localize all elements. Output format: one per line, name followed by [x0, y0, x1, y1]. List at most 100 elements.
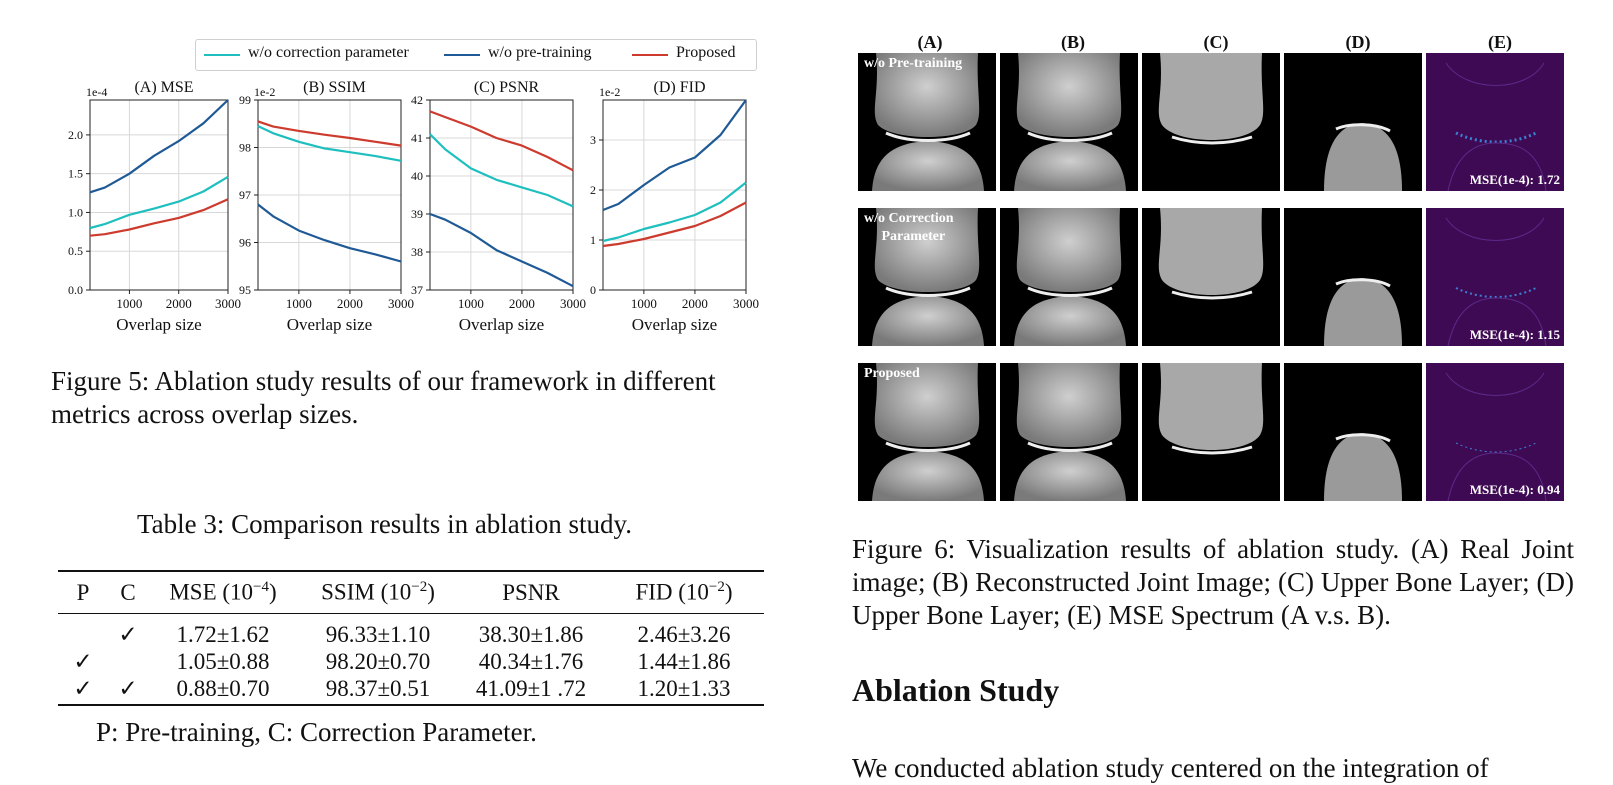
y-tick-label: 1 [590, 233, 596, 247]
col-header-p: P [76, 579, 90, 605]
x-tick-label: 2000 [682, 296, 708, 311]
y-tick-label: 95 [239, 283, 251, 297]
scale-note: 1e-2 [599, 85, 620, 99]
x-tick-label: 1000 [286, 296, 312, 311]
series-line-w-o-pre-training [429, 212, 574, 288]
y-tick-label: 99 [239, 93, 251, 107]
y-tick-label: 2.0 [68, 128, 83, 142]
y-tick-label: 37 [411, 283, 423, 297]
table3-bottom-rule [58, 704, 764, 706]
mse-label: MSE(1e-4): 1.72 [1469, 172, 1560, 187]
series-line-proposed [429, 110, 574, 172]
xray-image: MSE(1e-4): 1.72 [1426, 53, 1564, 191]
col-label-a: (A) [917, 32, 943, 52]
legend-label-2: w/o pre-training [488, 44, 592, 61]
y-tick-label: 41 [411, 131, 423, 145]
table-row: ✓ 1.05±0.88 98.20±0.70 40.34±1.76 1.44±1… [73, 648, 731, 674]
y-tick-label: 38 [411, 245, 423, 259]
xray-image [1142, 363, 1280, 501]
series-line-w-o-correction-parameter [89, 175, 229, 230]
table3-mid-rule [58, 613, 764, 614]
scale-note: 1e-4 [86, 85, 107, 99]
series-line-w-o-correction-parameter [257, 125, 402, 162]
row-label: Proposed [864, 366, 920, 381]
x-tick-label: 1000 [458, 296, 484, 311]
legend-label-3: Proposed [676, 44, 736, 61]
x-tick-label: 3000 [215, 296, 241, 311]
chart-frame [89, 99, 229, 291]
col-label-b: (B) [1061, 32, 1085, 52]
scale-note: 1e-2 [254, 85, 275, 99]
y-tick-label: 2 [590, 183, 596, 197]
series-line-proposed [602, 201, 747, 248]
xray-image [1000, 53, 1138, 191]
table-row: ✓ 1.72±1.62 96.33±1.10 38.30±1.86 2.46±3… [118, 621, 731, 647]
series-line-w-o-correction-parameter [429, 133, 574, 208]
fig5-caption: Figure 5: Ablation study results of our … [51, 366, 716, 429]
x-tick-label: 1000 [116, 296, 142, 311]
table3-title: Table 3: Comparison results in ablation … [137, 509, 633, 539]
col-label-e: (E) [1488, 32, 1512, 52]
x-axis-label: Overlap size [287, 315, 372, 334]
series-line-w-o-pre-training [89, 99, 229, 194]
y-tick-label: 96 [239, 236, 251, 250]
x-tick-label: 3000 [733, 296, 759, 311]
y-tick-label: 1.0 [68, 205, 83, 219]
y-tick-label: 0 [590, 283, 596, 297]
x-tick-label: 3000 [388, 296, 414, 311]
legend-line-1 [204, 54, 240, 56]
chart-frame [602, 99, 747, 291]
y-tick-label: 42 [411, 93, 423, 107]
y-tick-label: 1.5 [68, 167, 83, 181]
row-label: w/o Pre-training [864, 56, 963, 71]
xray-image [1000, 208, 1138, 346]
x-tick-label: 2000 [166, 296, 192, 311]
col-header-ssim: SSIM (10−2) [321, 579, 435, 605]
xray-image [1284, 363, 1422, 501]
y-tick-label: 0.5 [68, 244, 83, 258]
section-body: We conducted ablation study centered on … [852, 753, 1489, 783]
chart-frame [257, 99, 402, 291]
xray-image [1000, 363, 1138, 501]
xray-image: w/o Pre-training [858, 53, 996, 191]
xray-image [1142, 53, 1280, 191]
legend-line-3 [632, 54, 668, 56]
table3-top-rule [58, 570, 764, 572]
y-tick-label: 40 [411, 169, 423, 183]
xray-image: w/o Correction Parameter [858, 208, 996, 346]
x-tick-label: 3000 [560, 296, 586, 311]
x-axis-label: Overlap size [632, 315, 717, 334]
section-heading: Ablation Study [852, 672, 1060, 708]
table3-header: P C MSE (10−4) SSIM (10−2) PSNR FID (10−… [58, 579, 764, 606]
col-label-c: (C) [1203, 32, 1229, 52]
chart-title: (C) PSNR [474, 79, 540, 96]
x-tick-label: 2000 [509, 296, 535, 311]
xray-image [1284, 53, 1422, 191]
col-header-c: C [120, 579, 136, 605]
series-line-w-o-correction-parameter [602, 181, 747, 243]
chart-title: (B) SSIM [303, 79, 366, 96]
chart-title: (D) FID [654, 79, 706, 96]
y-tick-label: 3 [590, 133, 596, 147]
x-axis-label: Overlap size [116, 315, 201, 334]
x-tick-label: 2000 [337, 296, 363, 311]
x-axis-label: Overlap size [459, 315, 544, 334]
row-label: w/o Correction Parameter [864, 211, 954, 244]
fig5-charts: 1000 2000 3000 0.0 0.5 1.0 1.5 2.0 (A) MSE 1e-4 Ov… [68, 79, 759, 334]
series-line-w-o-pre-training [257, 203, 402, 263]
fig5-legend: w/o correction parameter w/o pre-trainin… [195, 39, 757, 71]
series-line-proposed [89, 198, 229, 237]
mse-label: MSE(1e-4): 1.15 [1469, 327, 1560, 342]
legend-label-1: w/o correction parameter [248, 44, 409, 61]
x-tick-label: 1000 [631, 296, 657, 311]
xray-image: Proposed [858, 363, 996, 501]
y-tick-label: 98 [239, 141, 251, 155]
col-header-fid: FID (10−2) [635, 579, 733, 605]
series-line-w-o-pre-training [602, 99, 747, 212]
y-tick-label: 0.0 [68, 283, 83, 297]
mse-label: MSE(1e-4): 0.94 [1469, 482, 1560, 497]
xray-image: MSE(1e-4): 0.94 [1426, 363, 1564, 501]
legend-line-2 [444, 54, 480, 56]
table-row: ✓ ✓ 0.88±0.70 98.37±0.51 41.09±1 .72 1.2… [73, 675, 731, 701]
chart-frame [429, 99, 574, 291]
